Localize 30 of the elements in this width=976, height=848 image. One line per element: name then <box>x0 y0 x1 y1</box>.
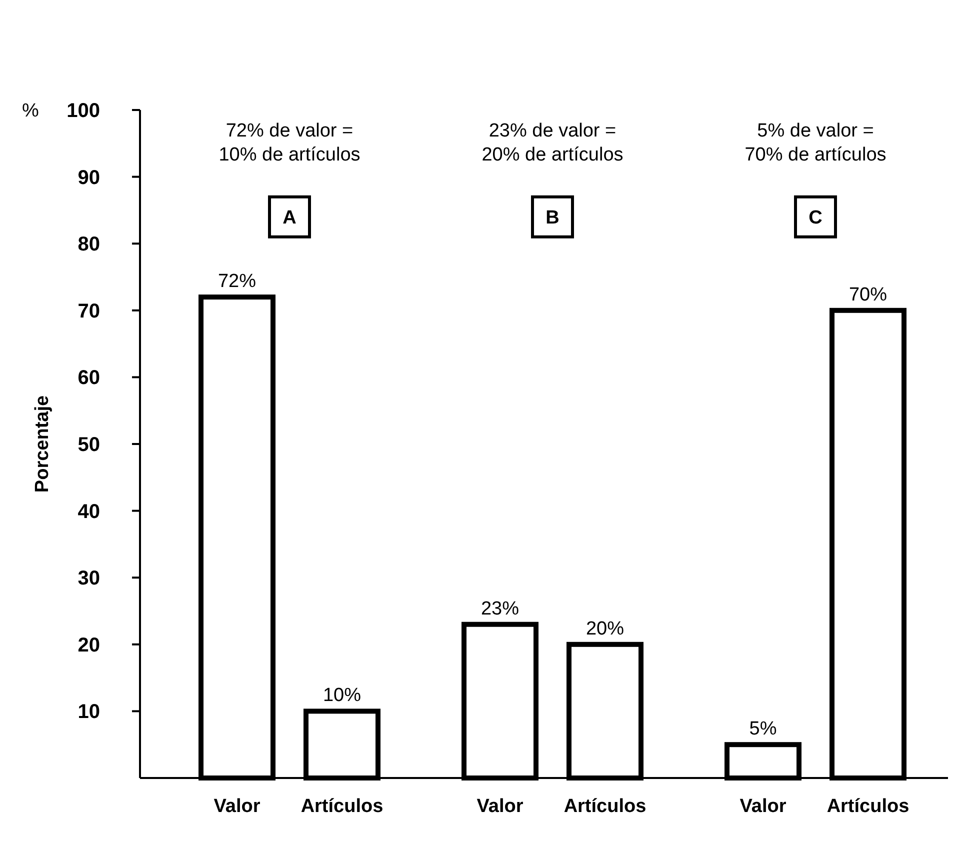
annotation: 72% de valor = 10% de artículos <box>218 120 360 166</box>
y-tick-label: 100 <box>66 100 100 122</box>
x-tick-label: Valor <box>740 796 787 817</box>
y-tick-label: 30 <box>78 568 100 590</box>
y-tick-label: 60 <box>78 367 100 390</box>
annotation: B <box>546 208 560 229</box>
data-label: 20% <box>586 618 624 640</box>
data-label: 70% <box>848 284 888 306</box>
x-tick-label: Valor <box>476 796 524 817</box>
annotation: C <box>808 208 823 229</box>
y-tick-label: 80 <box>78 234 100 256</box>
data-label: 23% <box>480 598 520 620</box>
y-axis-title: Porcentaje <box>32 395 53 493</box>
annotation: A <box>282 208 297 229</box>
data-label: 5% <box>749 718 777 740</box>
y-tick-label: 40 <box>78 500 100 523</box>
y-tick-label: 50 <box>78 434 100 456</box>
x-tick-label: Artículos <box>300 796 384 817</box>
y-tick-label: 70 <box>78 300 100 322</box>
y-tick-label: 10 <box>78 701 100 724</box>
data-label: 72% <box>218 271 256 292</box>
text: % <box>22 100 39 122</box>
x-tick-label: Artículos <box>826 796 910 817</box>
y-tick-label: 90 <box>78 166 100 189</box>
x-tick-label: Valor <box>214 796 261 817</box>
data-label: 10% <box>322 685 362 706</box>
x-tick-label: Artículos <box>564 796 646 817</box>
annotation: 5% de valor = 70% de artículos <box>744 120 886 166</box>
annotation: 23% de valor = 20% de artículos <box>482 120 624 166</box>
y-tick-label: 20 <box>78 634 100 656</box>
